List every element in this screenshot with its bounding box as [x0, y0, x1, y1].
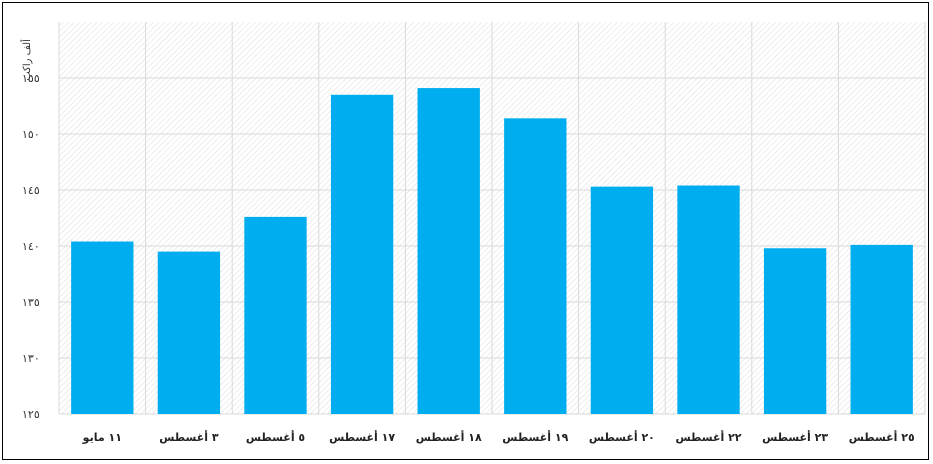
x-category-label: ١٩ أغسطس — [502, 430, 568, 444]
x-category-label: ١٧ أغسطس — [329, 430, 395, 444]
y-tick-label: ١٥٥ — [22, 72, 40, 85]
x-category-label: ٢٠ أغسطس — [589, 430, 655, 444]
bar — [71, 241, 134, 414]
bars-group — [71, 88, 913, 415]
bar — [330, 94, 394, 415]
x-category-label: ٢٥ أغسطس — [849, 430, 915, 444]
bar — [677, 185, 740, 414]
x-category-label: ١١ مايو — [82, 431, 122, 444]
x-category-label: ٢٢ أغسطس — [675, 430, 741, 444]
y-axis-ticks: ١٢٥ ١٣٠ ١٣٥ ١٤٠ ١٤٥ ١٥٠ ١٥٥ — [22, 72, 40, 421]
bar — [763, 248, 827, 414]
bar — [590, 186, 654, 414]
y-tick-label: ١٤٥ — [22, 184, 40, 197]
x-axis-categories: ١١ مايو ٣ أغسطس ٥ أغسطس ١٧ أغسطس ١٨ أغسطس ١٩ … — [82, 430, 915, 444]
bar — [157, 251, 221, 414]
bar — [417, 88, 480, 414]
y-tick-label: ١٤٠ — [22, 240, 40, 253]
y-tick-label: ١٣٠ — [22, 352, 40, 365]
y-tick-label: ١٥٠ — [22, 128, 40, 141]
bar — [504, 118, 567, 414]
bar — [244, 216, 307, 414]
y-tick-label: ١٣٥ — [22, 296, 40, 309]
x-category-label: ٣ أغسطس — [159, 430, 219, 444]
x-category-label: ١٨ أغسطس — [416, 430, 482, 444]
x-category-label: ٢٣ أغسطس — [762, 430, 828, 444]
bar — [850, 244, 913, 414]
y-axis-label: ألف راكب — [20, 39, 33, 81]
y-tick-label: ١٢٥ — [22, 408, 40, 421]
x-category-label: ٥ أغسطس — [246, 430, 306, 444]
